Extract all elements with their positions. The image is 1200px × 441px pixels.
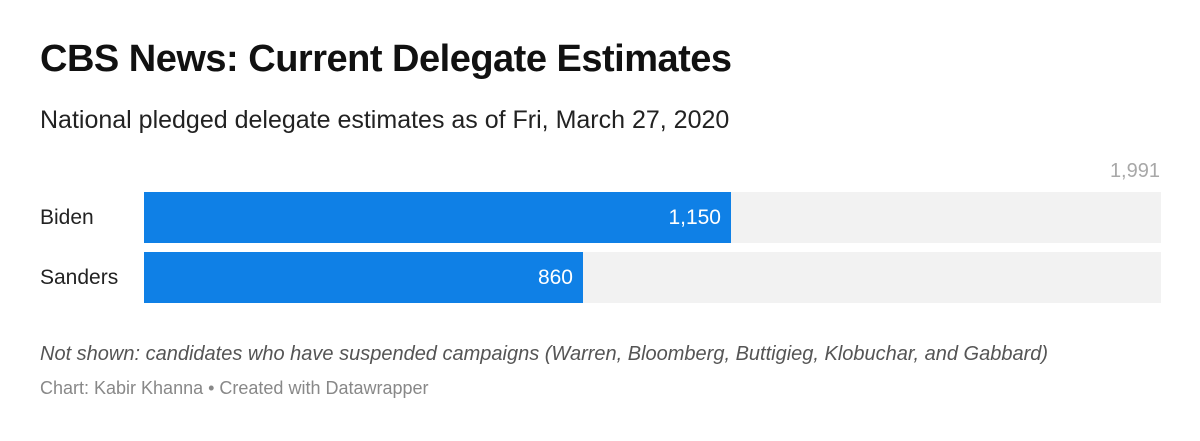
bar-track-biden: 1,150: [144, 192, 1161, 243]
bar-label-biden: Biden: [40, 206, 94, 229]
bar-label-sanders: Sanders: [40, 266, 119, 289]
bar-biden: 1,150: [144, 192, 731, 243]
chart-subtitle: National pledged delegate estimates as o…: [40, 106, 730, 134]
bar-track-sanders: 860: [144, 252, 1161, 303]
bar-value-biden: 1,150: [668, 206, 721, 229]
chart-source: Chart: Kabir Khanna • Created with Dataw…: [40, 378, 429, 398]
chart-note: Not shown: candidates who have suspended…: [40, 343, 1049, 365]
bar-sanders: 860: [144, 252, 583, 303]
chart-title: CBS News: Current Delegate Estimates: [40, 38, 732, 80]
max-value-label: 1,991: [1109, 160, 1160, 182]
bar-value-sanders: 860: [537, 266, 573, 289]
